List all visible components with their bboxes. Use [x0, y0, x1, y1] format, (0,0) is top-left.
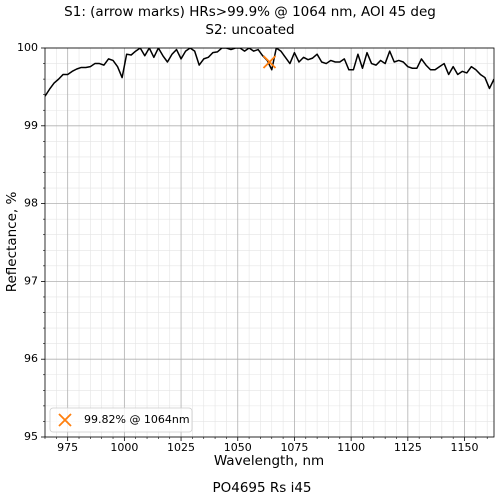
- x-tick-label: 1150: [451, 441, 479, 454]
- legend-box: [49, 407, 193, 433]
- x-axis-label: Wavelength, nm: [214, 453, 324, 469]
- x-tick-label: 1050: [224, 441, 252, 454]
- plot-area: [45, 48, 494, 97]
- legend-label: 99.82% @ 1064nm: [84, 413, 190, 426]
- x-tick-label: 975: [57, 441, 78, 454]
- legend-marker: [58, 413, 72, 427]
- chart-title: S1: (arrow marks) HRs>99.9% @ 1064 nm, A…: [64, 4, 436, 20]
- y-tick-label: 96: [24, 352, 38, 365]
- footer: PO4695 Rs i45: [212, 480, 311, 496]
- x-tick-label: 1100: [337, 441, 365, 454]
- y-tick-label: 100: [17, 41, 38, 54]
- y-tick-label: 95: [24, 430, 38, 443]
- y-tick-label: 97: [24, 274, 38, 287]
- x-tick-label: 1125: [394, 441, 422, 454]
- y-axis-label: Reflectance, %: [4, 192, 20, 293]
- x-tick-label: 1075: [280, 441, 308, 454]
- scatter-point: [262, 55, 277, 69]
- chart-subtitle: S2: uncoated: [205, 22, 294, 38]
- line-series: [45, 48, 494, 97]
- axes-frame: [44, 47, 495, 438]
- x-tick-label: 1025: [167, 441, 195, 454]
- y-tick-label: 99: [24, 119, 38, 132]
- y-tick-label: 98: [24, 197, 38, 210]
- x-tick-label: 1000: [110, 441, 138, 454]
